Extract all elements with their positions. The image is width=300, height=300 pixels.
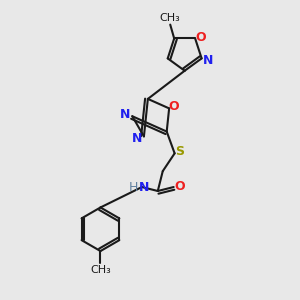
Text: O: O <box>174 179 185 193</box>
Text: S: S <box>175 145 184 158</box>
Text: CH₃: CH₃ <box>160 13 181 23</box>
Text: H: H <box>128 181 138 194</box>
Text: O: O <box>169 100 179 113</box>
Text: N: N <box>139 181 149 194</box>
Text: CH₃: CH₃ <box>90 265 111 275</box>
Text: N: N <box>132 132 142 145</box>
Text: O: O <box>196 31 206 44</box>
Text: N: N <box>120 108 130 121</box>
Text: N: N <box>202 54 213 67</box>
